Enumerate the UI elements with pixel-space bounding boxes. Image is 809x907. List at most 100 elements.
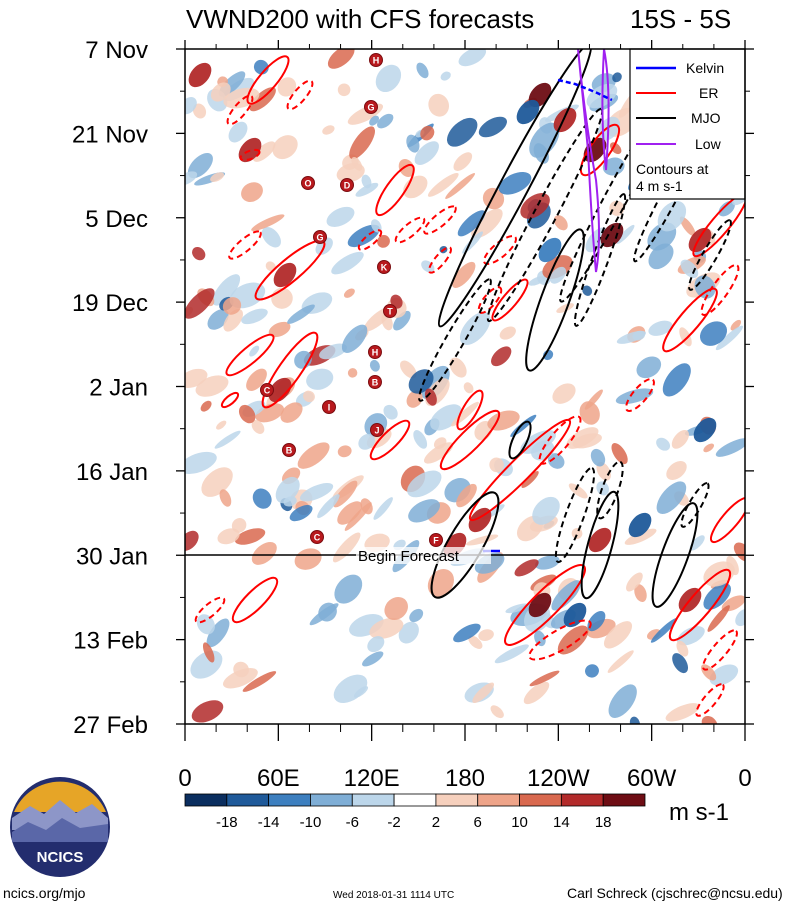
anomaly-core xyxy=(516,99,540,125)
er-contour xyxy=(261,331,319,409)
storm-marker: O xyxy=(301,176,315,190)
er-contour xyxy=(394,216,426,244)
anomaly-core xyxy=(588,527,612,553)
colorbar-label: -14 xyxy=(258,814,280,831)
mjo-contour xyxy=(508,420,532,460)
er-contour xyxy=(668,568,732,642)
anomaly-patch xyxy=(624,528,657,545)
mjo-contour xyxy=(554,466,596,564)
anomaly-patch xyxy=(428,93,450,117)
anomaly-patch xyxy=(463,382,474,394)
mjo-contour xyxy=(651,502,699,608)
anomaly-patch xyxy=(196,614,215,635)
legend-note-line2: 4 m s-1 xyxy=(636,178,683,194)
kelvin-contour xyxy=(557,78,613,102)
anomaly-patch xyxy=(665,703,700,722)
anomaly-patch xyxy=(657,201,687,232)
mjo-contour xyxy=(680,482,710,528)
anomaly-patch xyxy=(331,251,364,275)
anomaly-patch xyxy=(413,430,428,449)
storm-marker-letter: H xyxy=(372,348,379,358)
anomaly-patch xyxy=(393,310,411,331)
footer-url: ncics.org/mjo xyxy=(3,885,86,901)
storm-marker-circle xyxy=(368,345,382,359)
er-contour xyxy=(709,496,745,544)
footer-timestamp: Wed 2018-01-31 1114 UTC xyxy=(333,890,454,901)
anomaly-patch xyxy=(677,626,705,646)
anomaly-patch xyxy=(494,644,529,664)
anomaly-patch xyxy=(251,420,265,434)
anomaly-patch xyxy=(608,684,637,719)
anomaly-patch xyxy=(337,501,363,525)
anomaly-patch xyxy=(238,404,256,424)
legend-low-label: Low xyxy=(695,136,722,152)
colorbar-swatch xyxy=(393,793,437,807)
colorbar-label: 18 xyxy=(595,814,612,831)
anomaly-patch xyxy=(251,214,285,232)
anomaly-core xyxy=(693,417,717,443)
anomaly-patch xyxy=(676,640,689,657)
anomaly-patch xyxy=(268,321,291,338)
er-contour xyxy=(528,619,592,661)
storm-marker-circle xyxy=(301,176,315,190)
anomaly-patch xyxy=(272,135,298,160)
anomaly-patch xyxy=(451,261,476,288)
anomaly-patch xyxy=(222,667,258,689)
anomaly-patch xyxy=(398,158,415,178)
anomaly-patch xyxy=(689,535,705,551)
logo-text: NCICS xyxy=(37,849,84,866)
storm-marker: H xyxy=(368,345,382,359)
wind-anomaly-field xyxy=(185,49,745,724)
anomaly-patch xyxy=(299,483,334,502)
colorbar-label: 10 xyxy=(511,814,528,831)
colorbar-swatch xyxy=(268,793,311,807)
anomaly-patch xyxy=(349,126,375,160)
er-contour xyxy=(220,391,240,409)
colorbar-units: m s-1 xyxy=(669,799,729,826)
anomaly-core xyxy=(528,592,552,618)
anomaly-patch xyxy=(322,125,335,135)
anomaly-patch xyxy=(498,171,532,195)
storm-marker: I xyxy=(322,400,336,414)
er-contour xyxy=(226,94,254,126)
anomaly-patch xyxy=(185,368,208,388)
y-tick-label: 13 Feb xyxy=(73,628,148,655)
storm-marker-letter: J xyxy=(374,426,379,436)
chart-region: 15S - 5S xyxy=(630,4,731,34)
anomaly-core xyxy=(553,107,577,133)
colorbar-swatch xyxy=(560,793,604,807)
mjo-contour xyxy=(486,107,604,323)
storm-marker: C xyxy=(310,530,324,544)
colorbar: -18 -14 -10 -6 -2 2 6 10 14 18 xyxy=(184,793,646,831)
anomaly-patch xyxy=(191,700,224,723)
anomaly-patch xyxy=(403,175,428,199)
anomaly-patch xyxy=(552,383,576,404)
anomaly-patch xyxy=(400,360,417,379)
anomaly-patch xyxy=(289,505,313,522)
anomaly-patch xyxy=(333,674,368,703)
storm-marker: B xyxy=(368,375,382,389)
anomaly-patch xyxy=(587,610,606,632)
anomaly-core xyxy=(273,262,297,288)
anomaly-patch xyxy=(457,210,486,237)
chart-title: VWND200 with CFS forecasts xyxy=(186,4,534,34)
anomaly-patch xyxy=(453,152,473,171)
anomaly-patch xyxy=(219,489,232,507)
anomaly-patch xyxy=(650,618,678,643)
anomaly-patch xyxy=(556,303,574,314)
anomaly-patch xyxy=(582,285,593,296)
anomaly-patch xyxy=(192,246,206,261)
anomaly-patch xyxy=(424,388,437,406)
anomaly-patch xyxy=(367,636,385,653)
x-tick-label: 60W xyxy=(627,765,677,792)
y-tick-label: 21 Nov xyxy=(72,121,148,148)
anomaly-patch xyxy=(612,72,622,83)
anomaly-patch xyxy=(626,572,643,592)
anomaly-patch xyxy=(406,134,420,153)
anomaly-patch xyxy=(309,603,339,626)
anomaly-patch xyxy=(214,430,241,449)
y-axis: 7 Nov 21 Nov 5 Dec 19 Dec 2 Jan 16 Jan 30 Jan 1… xyxy=(72,37,754,739)
anomaly-patch xyxy=(334,574,363,604)
anomaly-patch xyxy=(231,518,247,533)
er-contour xyxy=(428,246,452,274)
